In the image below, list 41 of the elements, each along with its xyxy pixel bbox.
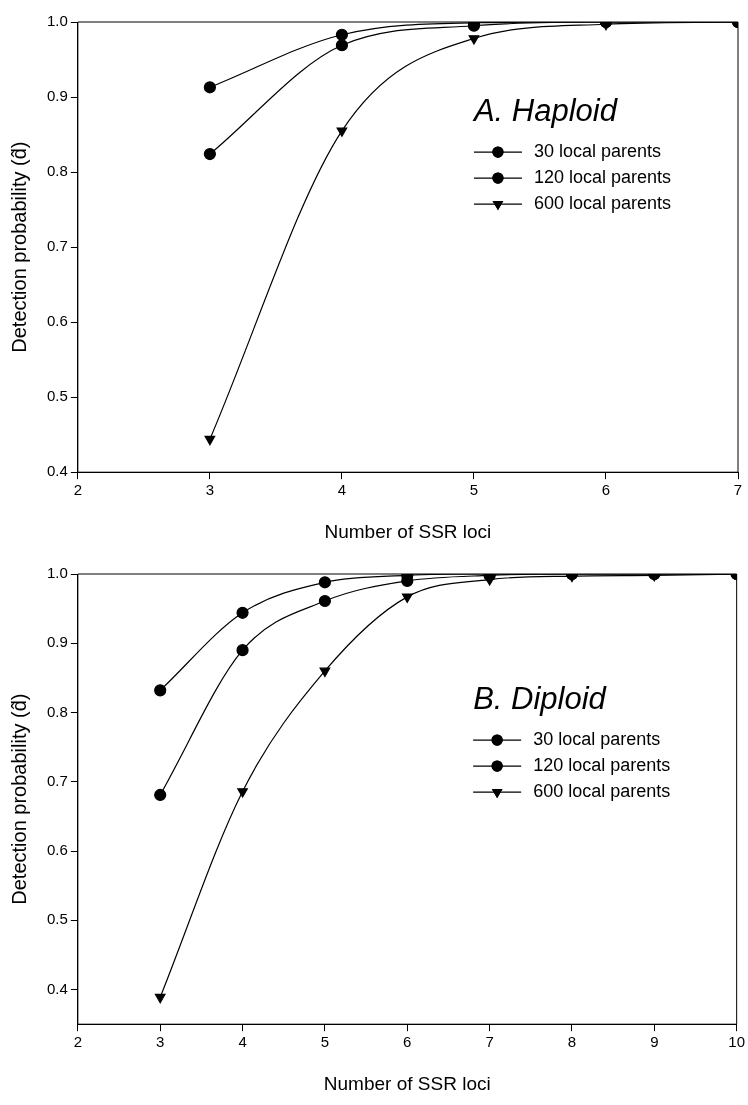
y-tick-label: 0.8 (46, 162, 68, 180)
x-tick-label: 6 (601, 481, 611, 499)
y-tick-label: 1.0 (46, 12, 68, 30)
y-tick-label: 0.7 (46, 771, 68, 789)
text: B. Diploid (473, 680, 608, 716)
x-tick-label: 4 (238, 1033, 247, 1051)
y-tick-label: 1.0 (46, 564, 68, 582)
x-axis-title: Number of SSR loci (323, 1072, 491, 1094)
x-tick-label: 8 (567, 1033, 577, 1051)
legend-label: 600 local parents (533, 193, 672, 214)
x-tick-label: 4 (337, 481, 347, 499)
x-tick-label: 2 (73, 481, 83, 499)
x-axis-title: Number of SSR loci (324, 520, 492, 542)
y-axis-title: Detection probability (d̂) (7, 141, 30, 353)
y-tick-label: 0.7 (46, 237, 68, 255)
legend-label: 30 local parents (533, 729, 661, 750)
y-tick-label: 0.5 (46, 387, 68, 405)
legend-label: 600 local parents (533, 781, 671, 802)
y-tick-label: 0.4 (46, 979, 68, 997)
y-tick-label: 0.9 (46, 633, 68, 651)
y-tick-label: 0.6 (46, 312, 68, 330)
legend-label: 30 local parents (533, 141, 662, 162)
x-tick-label: 5 (320, 1033, 330, 1051)
x-tick-label: 6 (403, 1033, 412, 1051)
y-tick-label: 0.4 (46, 462, 68, 480)
legend-label: 120 local parents (533, 167, 672, 188)
x-tick-label: 3 (156, 1033, 165, 1051)
x-tick-label: 2 (73, 1033, 83, 1051)
y-axis-title: Detection probability (d̂) (7, 693, 30, 905)
y-tick-label: 0.9 (46, 87, 68, 105)
x-tick-label: 7 (733, 481, 743, 499)
text: A. Haploid (471, 92, 619, 128)
y-tick-label: 0.5 (46, 910, 68, 928)
x-tick-label: 7 (485, 1033, 494, 1051)
x-tick-label: 10 (728, 1033, 745, 1051)
x-tick-label: 3 (205, 481, 215, 499)
legend-label: 120 local parents (533, 755, 671, 776)
x-tick-label: 9 (650, 1033, 659, 1051)
x-tick-label: 5 (469, 481, 479, 499)
y-tick-label: 0.8 (46, 702, 68, 720)
y-tick-label: 0.6 (46, 841, 68, 859)
